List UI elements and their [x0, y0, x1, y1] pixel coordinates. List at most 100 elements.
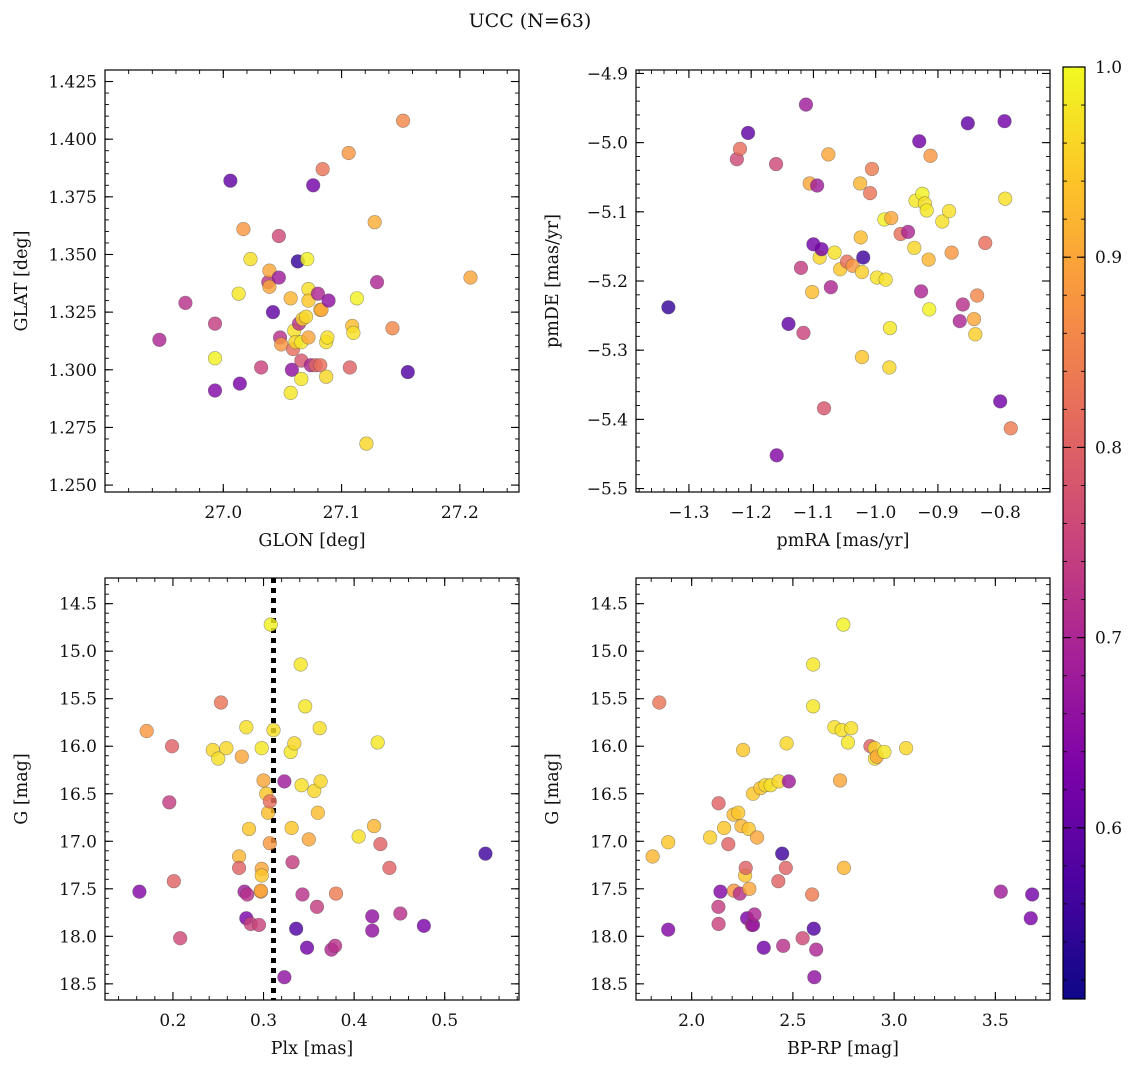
scatter-point — [294, 778, 309, 793]
scatter-point — [769, 448, 784, 463]
y-tick-label: 1.400 — [48, 130, 97, 150]
scatter-point — [213, 695, 229, 710]
scatter-point — [952, 314, 967, 329]
y-tick-label: 17.0 — [59, 832, 97, 852]
scatter-point — [349, 291, 365, 306]
x-tick-label: −1.2 — [731, 503, 772, 523]
x-tick-label: 0.2 — [159, 1011, 186, 1031]
scatter-point — [702, 830, 718, 845]
scatter-point — [295, 887, 310, 902]
scatter-point — [732, 141, 748, 156]
scatter-point — [935, 214, 950, 229]
scatter-point — [271, 270, 286, 285]
scatter-point — [263, 617, 278, 632]
scatter-point — [289, 921, 304, 936]
scatter-point — [864, 161, 880, 177]
scatter-point — [978, 235, 993, 251]
scatter-point — [652, 695, 667, 710]
scatter-point — [310, 805, 325, 820]
y-tick-label: 1.250 — [48, 476, 97, 496]
scatter-point — [400, 364, 415, 380]
y-tick-label: 18.5 — [590, 975, 628, 995]
y-tick-label: 1.325 — [48, 303, 97, 323]
scatter-point — [735, 742, 751, 758]
y-tick-label: −5.1 — [587, 203, 628, 223]
y-tick-label: 14.5 — [59, 595, 97, 615]
scatter-point — [796, 325, 811, 340]
y-axis-label: G [mag] — [12, 753, 32, 824]
scatter-point — [731, 805, 746, 820]
scatter-point — [713, 884, 728, 899]
x-tick-label: 27.2 — [441, 503, 479, 523]
scatter-point — [836, 860, 852, 875]
scatter-point — [898, 741, 914, 756]
scatter-point — [271, 228, 286, 244]
y-tick-label: 16.0 — [59, 737, 97, 757]
scatter-point — [882, 320, 898, 336]
scatter-point — [970, 288, 985, 303]
colorbar-tick-label: 0.9 — [1095, 248, 1122, 268]
scatter-point — [328, 886, 344, 901]
x-tick-label: 0.4 — [341, 1011, 368, 1031]
scatter-point — [993, 884, 1008, 899]
scatter-point — [877, 744, 892, 760]
y-tick-label: 15.0 — [590, 642, 628, 662]
scatter-point — [293, 657, 308, 672]
panel-bprp-g: 2.0 2.5 3.0 3.5 14.5 15.0 15.5 16.0 16.5 17.0 17.5… — [543, 577, 1051, 1059]
y-tick-label: −5.2 — [587, 272, 628, 292]
scatter-point — [832, 773, 848, 788]
scatter-point — [862, 186, 878, 201]
y-tick-label: 16.5 — [590, 785, 628, 805]
scatter-point — [806, 699, 821, 714]
scatter-point — [254, 741, 269, 756]
panel-glon-glat: 27.0 27.1 27.2 1.250 1.275 1.300 1.325 1.350 1.3… — [12, 69, 520, 551]
scatter-point — [853, 176, 868, 191]
plot-frame — [104, 577, 520, 1001]
scatter-point — [922, 302, 937, 317]
y-axis-label: GLAT [deg] — [12, 231, 32, 332]
scatter-point — [320, 330, 335, 345]
scatter-point — [478, 846, 493, 861]
scatter-point — [966, 311, 982, 327]
scatter-point — [232, 376, 247, 391]
scatter-point — [253, 883, 268, 898]
scatter-point — [997, 114, 1012, 129]
x-tick-label: −1.3 — [668, 503, 709, 523]
y-tick-label: −5.0 — [587, 134, 628, 154]
scatter-point — [266, 722, 281, 738]
scatter-point — [661, 835, 676, 850]
scatter-point — [805, 887, 820, 902]
plot-frame — [104, 69, 520, 493]
y-tick-label: 17.5 — [590, 880, 628, 900]
scatter-point — [711, 916, 726, 932]
scatter-point — [298, 699, 313, 714]
scatter-point — [299, 940, 315, 955]
scatter-point — [742, 881, 757, 896]
scatter-point — [319, 369, 334, 384]
scatter-point — [306, 178, 321, 193]
scatter-point — [771, 874, 786, 889]
scatter-point — [912, 134, 927, 149]
scatter-point — [294, 371, 309, 387]
y-axis-label: G [mag] — [543, 753, 563, 824]
scatter-point — [795, 931, 810, 946]
scatter-point — [309, 899, 325, 914]
scatter-point — [806, 657, 821, 672]
y-tick-label: 17.5 — [59, 880, 97, 900]
scatter-point — [810, 178, 825, 193]
colorbar-tick-label: 0.8 — [1095, 438, 1122, 458]
scatter-point — [254, 360, 269, 375]
scatter-point — [907, 240, 922, 255]
scatter-point — [960, 116, 975, 131]
scatter-point — [262, 279, 277, 294]
scatter-point — [298, 309, 314, 324]
scatter-point — [166, 874, 181, 889]
scatter-point — [341, 145, 356, 161]
scatter-point — [807, 970, 822, 985]
scatter-point — [853, 230, 868, 245]
y-tick-label: 18.5 — [59, 975, 97, 995]
figure-title: UCC (N=63) — [469, 10, 592, 32]
scatter-point — [284, 820, 299, 836]
scatter-point — [283, 385, 298, 400]
scatter-point — [300, 251, 315, 267]
